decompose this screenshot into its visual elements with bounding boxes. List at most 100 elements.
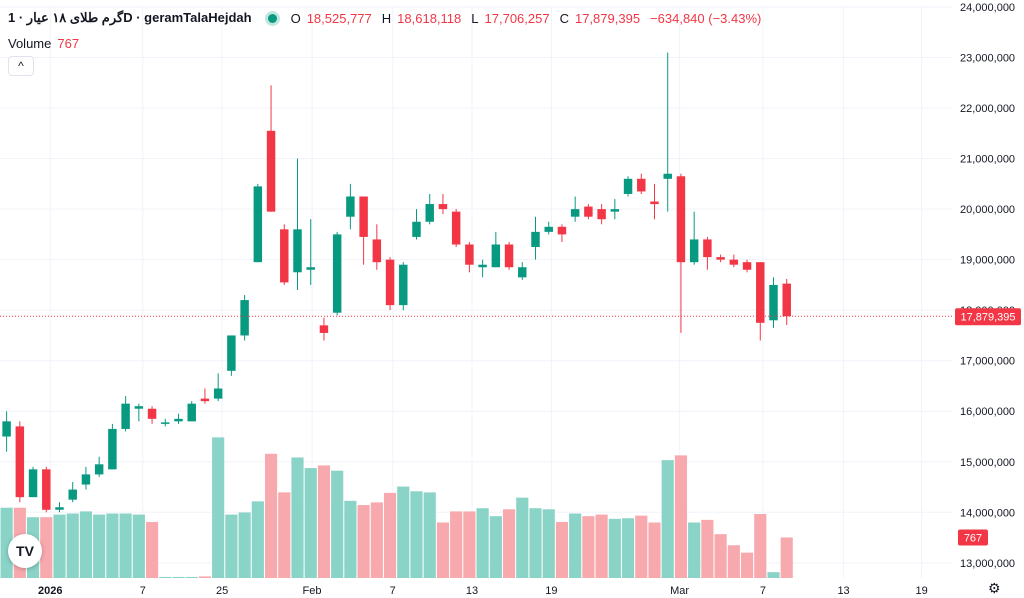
volume-bar	[344, 500, 357, 578]
y-tick-label: 15,000,000	[960, 457, 1015, 469]
candle-body	[637, 178, 646, 192]
last-price-label: 17,879,395	[955, 308, 1021, 326]
candle-body	[584, 206, 593, 217]
volume-bar	[516, 497, 529, 578]
candle-body	[253, 186, 263, 263]
volume-bar	[278, 492, 291, 578]
volume-bar	[106, 513, 119, 578]
candle-body	[531, 231, 540, 248]
volume-bar	[0, 507, 13, 578]
volume-bar	[410, 491, 423, 578]
settings-gear-icon[interactable]: ⚙	[988, 580, 1001, 596]
candle-body	[2, 421, 11, 437]
volume-bar	[635, 515, 648, 578]
volume-bar	[450, 511, 463, 578]
volume-bar	[304, 468, 317, 578]
volume-bar	[79, 511, 93, 578]
y-tick-label: 24,000,000	[960, 2, 1015, 14]
close-value: 17,879,395	[574, 10, 641, 26]
candle-body	[240, 300, 249, 336]
y-tick-label: 17,000,000	[960, 356, 1015, 368]
candle-body	[742, 262, 752, 270]
volume-bar	[53, 514, 66, 578]
volume-bar	[212, 437, 225, 578]
candle-body	[385, 259, 395, 306]
x-tick-label: Feb	[303, 585, 322, 597]
volume-label[interactable]: Volume	[8, 36, 52, 51]
volume-bar	[621, 518, 635, 578]
candle-body	[372, 239, 382, 263]
candle-body	[412, 221, 421, 237]
candle-body	[42, 469, 51, 510]
y-tick-label: 21,000,000	[960, 154, 1015, 166]
symbol-title[interactable]: گرم طلای ۱۸ عیار · 1D · geramTalaHejdah	[8, 10, 252, 25]
volume-bar	[317, 465, 331, 578]
candle-body	[399, 264, 408, 306]
candle-body	[213, 388, 223, 399]
candle-body	[663, 173, 672, 179]
candle-body	[147, 408, 157, 419]
volume-bar	[476, 508, 489, 578]
candle-body	[597, 209, 606, 220]
volume-bar	[66, 513, 79, 578]
volume-bar	[529, 508, 542, 578]
x-tick-label: Mar	[670, 585, 689, 597]
y-tick-label: 14,000,000	[960, 507, 1015, 519]
candle-body	[769, 284, 778, 321]
candle-body	[570, 209, 580, 217]
volume-bar	[185, 576, 198, 578]
candle-body	[94, 464, 104, 475]
last-volume-label: 767	[958, 529, 988, 546]
grid-lines	[0, 6, 952, 578]
volume-bar	[264, 453, 278, 578]
volume-bars	[0, 437, 793, 578]
candle-body	[266, 130, 276, 212]
y-tick-label: 22,000,000	[960, 103, 1015, 115]
x-tick-label: 7	[390, 585, 396, 597]
volume-bar	[740, 552, 754, 578]
candle-body	[187, 403, 196, 422]
candle-body	[121, 403, 130, 429]
market-status-icon	[267, 13, 277, 23]
y-tick-label: 23,000,000	[960, 53, 1015, 65]
volume-bar	[701, 519, 714, 578]
candle-body	[689, 239, 699, 263]
time-axis[interactable]: 2026 7 25 Feb 7 13 19 Mar 7 13 19	[38, 585, 928, 597]
open-value: 18,525,777	[306, 10, 372, 26]
candle-body	[425, 204, 434, 222]
price-axis[interactable]: 13,000,000 14,000,000 15,000,000 16,000,000…	[960, 2, 1015, 570]
volume-bar	[714, 534, 727, 578]
high-label: H	[381, 10, 392, 26]
volume-bar	[555, 521, 569, 578]
candle-body	[346, 196, 355, 217]
volume-bar	[727, 545, 740, 578]
volume-bar	[251, 501, 264, 578]
candle-body	[332, 234, 342, 313]
volume-bar	[648, 522, 661, 578]
volume-bar	[569, 513, 582, 578]
volume-bar	[145, 521, 159, 578]
tradingview-logo[interactable]: TV	[8, 534, 42, 568]
candle-body	[557, 226, 567, 235]
volume-bar	[119, 513, 132, 578]
candle-body	[478, 264, 487, 268]
volume-bar	[357, 505, 370, 578]
collapse-legend-button[interactable]: ^	[8, 56, 34, 76]
volume-bar	[291, 457, 304, 578]
candle-body	[15, 426, 25, 498]
x-tick-label: 7	[140, 585, 146, 597]
candle-body	[451, 211, 461, 245]
candle-body	[81, 474, 91, 485]
volume-bar	[595, 514, 608, 578]
candle-body	[134, 406, 144, 409]
volume-bar	[582, 516, 595, 578]
volume-bar	[331, 470, 344, 578]
candle-body	[623, 178, 633, 194]
candle-body	[676, 176, 686, 263]
volume-bar	[159, 576, 172, 578]
candle-body	[716, 257, 725, 260]
volume-bar	[780, 537, 793, 578]
candle-body	[319, 325, 329, 333]
volume-bar	[423, 492, 436, 578]
